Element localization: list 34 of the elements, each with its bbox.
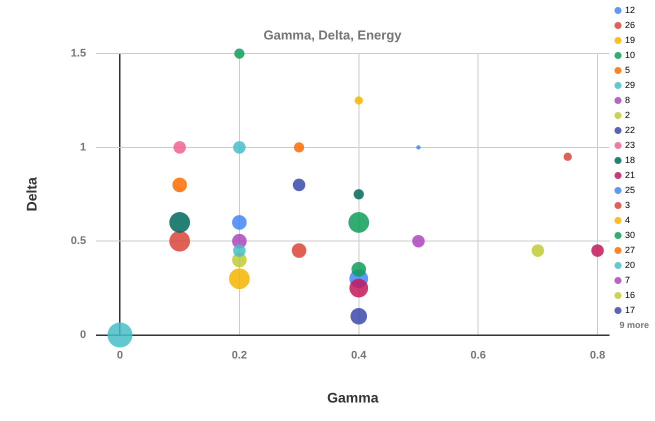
x-axis-title: Gamma [327,389,379,406]
legend-label: 16 [624,290,636,300]
legend-label: 5 [624,64,630,75]
legend-label: 12 [624,4,636,15]
x-tick-label: 0.2 [232,350,248,362]
legend-label: 18 [624,154,636,165]
legend-label: 2 [624,110,630,120]
legend-label: 25 [624,184,636,195]
x-tick-label: 0.4 [351,350,368,362]
legend-label: 20 [624,260,636,270]
y-axis-title: Delta [23,176,40,212]
legend-label: 4 [624,214,630,225]
legend-label: 17 [624,304,636,315]
legend-label: 10 [624,50,636,60]
text: 9 more [619,320,650,330]
y-tick-label: 1.5 [70,48,86,60]
y-tick-label: 1 [80,141,86,154]
legend-label: 19 [624,34,636,45]
x-tick-label: 0 [116,350,124,362]
legend-label: 27 [624,244,636,255]
y-tick-label: 0 [80,329,86,342]
legend-label: 23 [624,140,636,150]
x-tick-label: 0.6 [470,350,486,362]
legend-label: 30 [624,230,636,240]
legend-label: 8 [624,94,630,105]
legend-label: 7 [624,274,630,285]
legend-label: 21 [624,170,636,180]
chart-title: Gamma, Delta, Energy [264,27,402,42]
legend-label: 26 [624,20,636,30]
legend-label: 29 [624,80,636,90]
y-tick-label: 0.5 [70,235,86,248]
legend-label: 3 [624,200,630,210]
legend-label: 22 [624,124,636,135]
x-tick-label: 0.8 [590,350,606,362]
